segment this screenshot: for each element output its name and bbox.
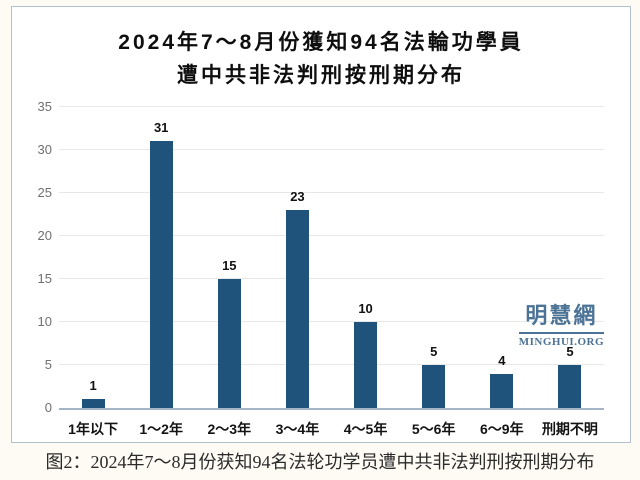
y-tick-label: 35 — [37, 99, 52, 114]
gridline — [59, 192, 604, 193]
bar-value-label: 23 — [290, 189, 305, 205]
y-tick-label: 25 — [37, 185, 52, 200]
x-tick-label: 1年以下 — [68, 421, 118, 437]
chart-title: 2024年7～8月份獲知94名法輪功學員 遭中共非法判刑按刑期分布 — [12, 26, 630, 92]
x-tick-label: 4～5年 — [343, 421, 388, 437]
x-tick-label: 1～2年 — [139, 421, 183, 437]
y-tick-label: 5 — [44, 357, 52, 372]
bar-value-label: 5 — [566, 344, 574, 359]
bar-1年以下 — [81, 399, 105, 408]
y-tick-label: 20 — [37, 228, 52, 243]
watermark-chinese-text: 明慧網 — [518, 298, 604, 334]
gridline — [59, 149, 604, 150]
y-tick-label: 30 — [37, 142, 52, 157]
bar-3～4年 — [285, 210, 309, 408]
y-tick-label: 0 — [44, 400, 52, 415]
minghui-watermark: 明慧網 MINGHUI.ORG — [518, 298, 604, 348]
y-tick-label: 15 — [37, 271, 52, 286]
bar-刑期不明 — [558, 365, 582, 408]
bar-value-label: 31 — [153, 120, 169, 136]
chart-title-line1: 2024年7～8月份獲知94名法輪功學員 — [118, 31, 524, 54]
bar-value-label: 1 — [89, 378, 97, 394]
x-tick-label: 5～6年 — [411, 421, 456, 437]
figure-caption: 图2：2024年7～8月份获知94名法轮功学员遭中共非法判刑按刑期分布 — [45, 452, 595, 472]
bar-1～2年 — [149, 141, 173, 408]
x-tick-label: 3～4年 — [275, 421, 320, 437]
gridline — [59, 321, 604, 322]
watermark-english-text: MINGHUI.ORG — [518, 336, 604, 348]
gridline — [59, 235, 604, 236]
chart-title-line2: 遭中共非法判刑按刑期分布 — [177, 64, 465, 87]
bar-4～5年 — [354, 322, 378, 408]
x-tick-label: 6～9年 — [480, 421, 524, 437]
gridline — [59, 106, 604, 107]
x-tick-label: 刑期不明 — [541, 421, 598, 437]
y-axis: 0 5 10 15 20 25 30 35 — [12, 100, 52, 415]
bar-value-label: 4 — [498, 352, 506, 368]
y-tick-label: 10 — [37, 314, 52, 329]
bar-6～9年 — [490, 373, 514, 408]
chart-panel: 2024年7～8月份獲知94名法輪功學員 遭中共非法判刑按刑期分布 0 5 10 15… — [11, 6, 631, 443]
bar-value-label: 5 — [430, 344, 438, 359]
gridline — [59, 278, 604, 279]
bar-value-label: 10 — [358, 301, 373, 316]
bar-value-label: 15 — [222, 258, 237, 273]
gridline — [59, 364, 604, 365]
plot-area: 1 1年以下 31 1～2年 15 2～3年 23 3～4年 10 4～5年 5 5～6年 4 6～9年 5… — [59, 106, 604, 437]
bar-5～6年 — [422, 365, 446, 408]
bar-2～3年 — [217, 279, 241, 408]
x-tick-label: 2～3年 — [207, 421, 252, 437]
